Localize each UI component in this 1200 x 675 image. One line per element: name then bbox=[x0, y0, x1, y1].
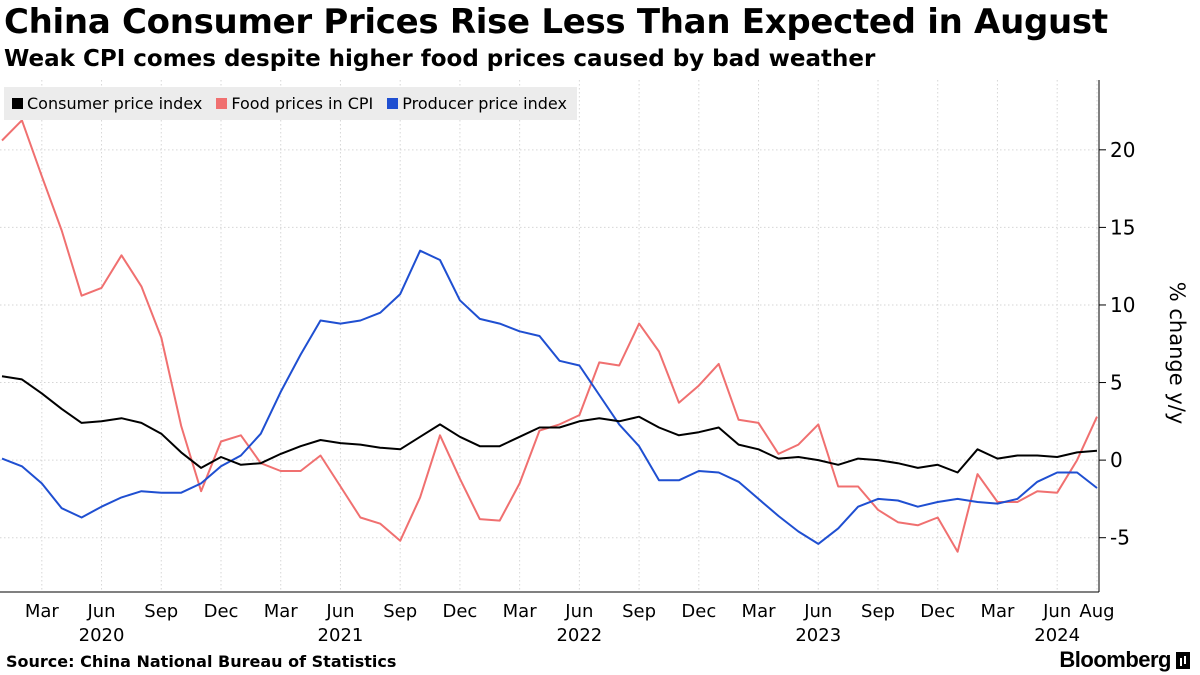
y-tick-label: 10 bbox=[1110, 293, 1135, 317]
series-line-producer-price-index bbox=[1, 249, 1098, 545]
legend-label-ppi: Producer price index bbox=[402, 94, 567, 113]
y-tick-label: 15 bbox=[1110, 215, 1135, 239]
legend: Consumer price index Food prices in CPI … bbox=[4, 87, 577, 120]
legend-label-food: Food prices in CPI bbox=[231, 94, 374, 113]
brand-logo: Bloomberg bbox=[1059, 647, 1190, 673]
x-tick-label: Sep bbox=[861, 601, 895, 622]
legend-item-ppi: Producer price index bbox=[387, 94, 567, 113]
series-line-food-prices-in-cpi bbox=[1, 119, 1098, 553]
x-tick-label: Mar bbox=[742, 601, 777, 622]
x-tick-label: Aug bbox=[1079, 601, 1114, 622]
legend-swatch-cpi bbox=[12, 98, 23, 109]
x-tick-label: Dec bbox=[442, 601, 477, 622]
axes: -5 0 5 10 15 20 Mar Jun Sep Dec Mar Jun Sep Dec Mar Jun… bbox=[0, 80, 1189, 646]
legend-swatch-ppi bbox=[387, 98, 399, 109]
x-tick-label: Dec bbox=[681, 601, 716, 622]
x-tick-label: Sep bbox=[383, 601, 417, 622]
x-year-label: 2024 bbox=[1034, 625, 1080, 646]
x-year-label: 2021 bbox=[318, 625, 364, 646]
y-tick-label: 0 bbox=[1110, 448, 1123, 472]
x-tick-label: Mar bbox=[980, 601, 1015, 622]
grid bbox=[0, 80, 1099, 592]
x-tick-label: Mar bbox=[264, 601, 299, 622]
y-tick-label: 20 bbox=[1110, 138, 1135, 162]
chart-title: China Consumer Prices Rise Less Than Exp… bbox=[4, 2, 1108, 42]
y-axis-title: % change y/y bbox=[1165, 282, 1189, 425]
series-lines bbox=[1, 119, 1098, 553]
x-tick-label: Jun bbox=[564, 601, 593, 622]
y-tick-label: 5 bbox=[1110, 371, 1123, 395]
chart-subtitle: Weak CPI comes despite higher food price… bbox=[4, 46, 876, 72]
series-line-consumer-price-index bbox=[1, 375, 1098, 474]
legend-item-cpi: Consumer price index bbox=[12, 94, 202, 113]
x-tick-label: Mar bbox=[25, 601, 60, 622]
x-year-label: 2022 bbox=[556, 625, 602, 646]
y-tick-label: -5 bbox=[1110, 526, 1130, 550]
legend-label-cpi: Consumer price index bbox=[27, 94, 203, 113]
x-tick-label: Dec bbox=[920, 601, 955, 622]
x-tick-label: Jun bbox=[803, 601, 832, 622]
x-tick-label: Mar bbox=[503, 601, 538, 622]
legend-swatch-food bbox=[216, 98, 228, 109]
legend-item-food: Food prices in CPI bbox=[216, 94, 373, 113]
x-tick-label: Jun bbox=[86, 601, 115, 622]
x-year-label: 2023 bbox=[795, 625, 841, 646]
x-tick-label: Jun bbox=[1042, 601, 1071, 622]
x-tick-label: Sep bbox=[144, 601, 178, 622]
brand-name: Bloomberg bbox=[1059, 647, 1171, 672]
source-note: Source: China National Bureau of Statist… bbox=[6, 652, 397, 671]
x-tick-label: Dec bbox=[204, 601, 239, 622]
terminal-icon bbox=[1176, 651, 1190, 669]
x-year-label: 2020 bbox=[79, 625, 125, 646]
x-tick-label: Jun bbox=[325, 601, 354, 622]
x-tick-label: Sep bbox=[622, 601, 656, 622]
